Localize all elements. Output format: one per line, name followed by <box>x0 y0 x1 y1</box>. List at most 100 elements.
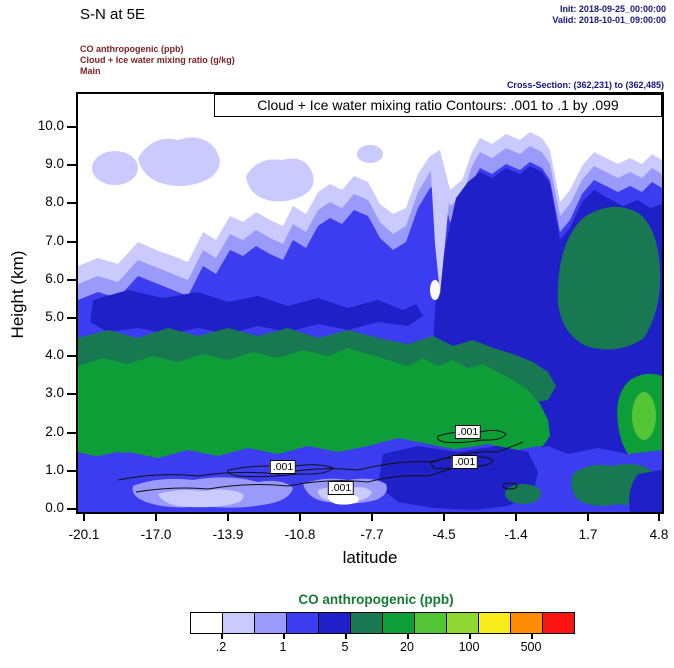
cross-section-info: Cross-Section: (362,231) to (362,485) <box>506 80 664 90</box>
colorbar-label: .2 <box>215 640 227 654</box>
y-tick <box>67 393 76 395</box>
y-tick-label: 7.0 <box>45 233 64 248</box>
colorbar-tick <box>469 634 471 639</box>
y-tick <box>67 470 76 472</box>
colorbar-swatch-8 <box>447 613 479 633</box>
fill-island-lavender-4 <box>357 145 383 163</box>
y-tick <box>67 355 76 357</box>
fill-region-bottom-white <box>327 492 359 505</box>
fill-notch-lavender <box>430 152 450 294</box>
colorbar-swatch-1 <box>223 613 255 633</box>
x-tick-label: -1.4 <box>504 527 528 542</box>
x-tick-label: -13.9 <box>212 527 244 542</box>
contour-value-label: .001 <box>269 460 297 474</box>
plot-area: Cloud + Ice water mixing ratio Contours:… <box>38 92 668 542</box>
y-tick-label: 3.0 <box>45 385 64 400</box>
colorbar-tick <box>283 634 285 639</box>
fill-island-lavender-3 <box>246 158 314 202</box>
y-tick-label: 1.0 <box>45 462 64 477</box>
colorbar-label: 1 <box>279 640 287 654</box>
contour-value-label: .001 <box>454 425 482 439</box>
contour-value-label: .001 <box>327 481 355 495</box>
fill-island-lavender-2 <box>138 137 220 186</box>
fill-region-deep-blue-midband <box>90 290 423 334</box>
colorbar-swatch-9 <box>479 613 511 633</box>
y-axis-title: Height (km) <box>8 250 27 339</box>
colorbar-label: 500 <box>520 640 542 654</box>
x-tick-label: 1.7 <box>578 527 598 542</box>
x-tick-label: -20.1 <box>68 527 100 542</box>
y-tick <box>67 164 76 166</box>
x-tick <box>299 514 301 521</box>
field-domain-name: Main <box>80 66 101 76</box>
x-tick-label: -10.8 <box>284 527 316 542</box>
fill-region-green-main <box>78 348 550 458</box>
page-title: S-N at 5E <box>80 6 146 23</box>
colorbar-swatch-3 <box>287 613 319 633</box>
colorbar-tick <box>221 634 223 639</box>
colorbar-swatch-5 <box>351 613 383 633</box>
init-time: Init: 2018-09-25_00:00:00 <box>559 4 666 14</box>
field-contour-name: Cloud + Ice water mixing ratio (g/kg) <box>80 55 235 65</box>
colorbar-label: 20 <box>400 640 414 654</box>
contour-line-2 <box>135 465 461 493</box>
overlay-title-box: Cloud + Ice water mixing ratio Contours:… <box>214 94 662 117</box>
fill-island-lavender-1 <box>92 151 138 185</box>
colorbar-label: 100 <box>458 640 480 654</box>
x-tick <box>515 514 517 521</box>
contour-value-label: .001 <box>451 455 479 469</box>
colorbar-swatch-11 <box>543 613 574 633</box>
x-tick <box>83 514 85 521</box>
y-tick-label: 8.0 <box>45 194 64 209</box>
colorbar-swatch-2 <box>255 613 287 633</box>
colorbar-tick <box>531 634 533 639</box>
x-tick-label: -7.7 <box>360 527 384 542</box>
contour-field <box>78 94 662 512</box>
run-times: Init: 2018-09-25_00:00:00 Valid: 2018-10… <box>552 4 666 26</box>
y-tick <box>67 241 76 243</box>
y-tick-label: 5.0 <box>45 309 64 324</box>
co-fill-regions <box>78 94 662 512</box>
y-tick <box>67 202 76 204</box>
fill-region-teal-core-right <box>557 206 661 350</box>
y-tick-label: 10.0 <box>37 118 64 133</box>
fill-region-light-green <box>632 392 656 440</box>
y-tick-label: 6.0 <box>45 271 64 286</box>
y-tick-label: 0.0 <box>45 500 64 515</box>
colorbar-swatch-6 <box>383 613 415 633</box>
colorbar-swatch-4 <box>319 613 351 633</box>
x-tick-label: 4.8 <box>649 527 669 542</box>
contour-line-1 <box>117 441 524 481</box>
colorbar <box>190 612 575 634</box>
colorbar-tick <box>345 634 347 639</box>
x-tick-label: -4.5 <box>432 527 456 542</box>
contour-loop-4 <box>502 482 518 490</box>
y-tick-label: 4.0 <box>45 347 64 362</box>
field-fill-name: CO anthropogenic (ppb) <box>80 44 184 54</box>
x-tick <box>155 514 157 521</box>
y-tick-label: 2.0 <box>45 424 64 439</box>
fill-region-bottom-deep-blue-corner <box>629 470 662 512</box>
x-tick <box>658 514 660 521</box>
colorbar-label: 5 <box>341 640 349 654</box>
y-tick <box>67 508 76 510</box>
colorbar-swatch-0 <box>191 613 223 633</box>
colorbar-title: CO anthropogenic (ppb) <box>298 592 454 607</box>
colorbar-swatch-10 <box>511 613 543 633</box>
x-tick <box>227 514 229 521</box>
x-tick <box>371 514 373 521</box>
x-tick-label: -17.0 <box>140 527 172 542</box>
field-list: CO anthropogenic (ppb) Cloud + Ice water… <box>80 44 235 77</box>
fill-region-bottom-teal-2 <box>505 484 541 504</box>
x-tick <box>587 514 589 521</box>
y-tick <box>67 317 76 319</box>
y-tick-label: 9.0 <box>45 156 64 171</box>
y-tick <box>67 126 76 128</box>
y-tick <box>67 432 76 434</box>
x-axis-title: latitude <box>342 548 398 567</box>
colorbar-tick <box>407 634 409 639</box>
x-tick <box>443 514 445 521</box>
colorbar-swatch-7 <box>415 613 447 633</box>
fill-region-bottom-lavender-1 <box>158 489 244 508</box>
